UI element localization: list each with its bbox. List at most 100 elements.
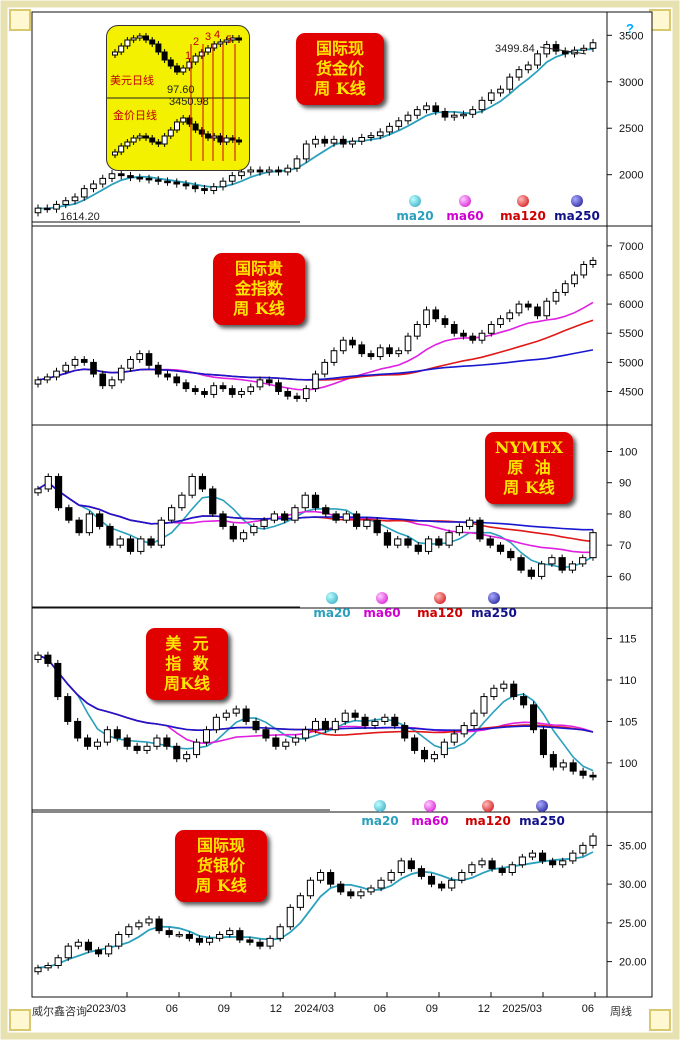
- panel-1-candle-body: [219, 180, 227, 188]
- legend-ma60: ma60: [446, 209, 484, 223]
- panel-3-candle-body: [126, 538, 135, 552]
- silver-spot-title: 国际现 货银价 周 K线: [175, 830, 267, 902]
- panel-2-candle-body: [423, 309, 430, 325]
- panel-4-candle-body: [381, 716, 389, 722]
- panel-3-candle-body: [352, 513, 361, 527]
- panel-3-candle-body: [445, 532, 453, 546]
- panel-5-candle-body: [175, 934, 183, 937]
- panel-4-candle-body: [490, 687, 498, 698]
- precious-metal-index-title: 国际贵 金指数 周 K线: [213, 253, 305, 325]
- panel-1-candle-body: [302, 143, 310, 160]
- legend-ma60: ma60: [363, 606, 401, 620]
- panel-1-candle-body: [99, 177, 107, 185]
- legend-ma20: ma20: [396, 209, 434, 223]
- panel-5-candle-body: [115, 934, 123, 947]
- panel-1-candle-body: [293, 158, 301, 169]
- panel-5-candle-body: [226, 930, 234, 935]
- panel-2-candle-body: [386, 347, 393, 355]
- panel-5-candle-body: [508, 864, 516, 873]
- panel-1-candle-body: [62, 200, 70, 205]
- inset-usd-candle: [198, 51, 205, 57]
- inset-gold-candle: [149, 137, 156, 143]
- inset-gold-candle: [186, 117, 193, 125]
- panel-1-candle-body: [201, 188, 208, 191]
- panel-1-candle-body: [349, 140, 356, 145]
- panel-3-candle-body: [486, 538, 494, 546]
- panel-3-candle-body: [44, 475, 52, 490]
- panel-4-candle-body: [341, 712, 349, 722]
- panel-5-candle-body: [246, 939, 254, 943]
- panel-2-candle-body: [524, 303, 532, 308]
- panel-3-candle-body: [281, 513, 289, 521]
- panel-2-candle-body: [450, 324, 458, 334]
- panel-1-candle-body: [247, 169, 255, 173]
- panel-4-candle-body: [351, 712, 359, 718]
- panel-5-candle-body: [256, 941, 264, 947]
- inset-usd-candle: [149, 39, 156, 45]
- panel-5-candle-body: [438, 883, 446, 889]
- panel-1-candle-body: [339, 138, 347, 145]
- panel-5-candle-body: [135, 922, 143, 928]
- panel-5-candle-body: [387, 872, 395, 881]
- panel-2-candle-body: [293, 395, 301, 400]
- panel-5-candle-body: [347, 891, 355, 897]
- panel-2-candle-body: [321, 361, 329, 375]
- panel-4-candle-body: [401, 725, 409, 739]
- inset-wave-3: 3: [205, 31, 212, 43]
- panel-1-candle-body: [404, 114, 412, 122]
- panel-4-candle-body: [371, 720, 379, 727]
- inset-gold-candle: [174, 121, 180, 131]
- panel-2-candle-body: [395, 350, 403, 355]
- panel-5-candle-body: [205, 937, 214, 943]
- panel-2-candle-body: [580, 263, 588, 276]
- panel-5-candle-body: [216, 934, 224, 939]
- panel-1-candle-body: [173, 181, 181, 185]
- panel-5-candle-body: [448, 879, 456, 889]
- panel-5-candle-body: [316, 872, 325, 881]
- panel-5-candle-body: [478, 860, 486, 866]
- panel-4-candle-body: [420, 749, 429, 760]
- panel-2-candle-body: [117, 367, 125, 381]
- nymex-crude-title: NYMEX 原 油 周 K线: [485, 432, 573, 504]
- panel-5-tick-label-20: 20.00: [619, 957, 647, 969]
- panel-2-candle-body: [275, 382, 282, 393]
- inset-gold-candle: [161, 135, 168, 145]
- panel-4-candle-body: [123, 737, 131, 747]
- panel-3-candle-body: [466, 519, 474, 527]
- panel-5-candle-body: [417, 868, 426, 877]
- x-tick-label-4: 2024/03: [294, 1003, 334, 1015]
- source-label: 威尔鑫咨询: [32, 1006, 87, 1018]
- panel-1-candle-body: [469, 109, 477, 115]
- panel-2-candle-body: [99, 373, 107, 387]
- inset-gold-candle: [118, 145, 125, 153]
- panel-4-candle-body: [163, 737, 171, 747]
- panel-3-candle-body: [147, 538, 155, 546]
- panel-2-candle-body: [312, 373, 319, 390]
- panel-2-candle-body: [469, 335, 477, 341]
- inset-usd-candle: [211, 43, 218, 49]
- panel-3-candle-body: [404, 538, 412, 546]
- panel-5-candle-body: [458, 872, 466, 881]
- inset-gold-candle: [217, 135, 224, 143]
- panel-1-candle-body: [127, 175, 134, 178]
- panel-2-candle-body: [145, 353, 153, 366]
- panel-1-candle-body: [275, 169, 282, 173]
- panel-3-candle-body: [65, 507, 73, 521]
- panel-3-candle-body: [527, 569, 535, 577]
- panel-1-candle-body: [589, 42, 597, 49]
- panel-3-candle-body: [548, 557, 556, 565]
- panel-4-candle-body: [460, 725, 468, 735]
- panel-4-candle-body: [272, 737, 280, 747]
- panel-2-candle-body: [413, 324, 421, 337]
- panel-3-candle-body: [239, 532, 248, 540]
- panel-2-candle-body: [265, 379, 273, 384]
- panel-4-candle-body: [539, 729, 547, 756]
- ma-legend-panel1: ma20 ma60 ma120 ma250: [385, 195, 635, 227]
- inset-gold-candle: [136, 135, 143, 139]
- panel-3-candle-body: [157, 519, 165, 546]
- panel-1-candle-body: [80, 188, 88, 198]
- legend-ma20: ma20: [361, 814, 399, 828]
- panel-3-candle-body: [106, 525, 114, 546]
- panel-1-candle-body: [108, 173, 116, 179]
